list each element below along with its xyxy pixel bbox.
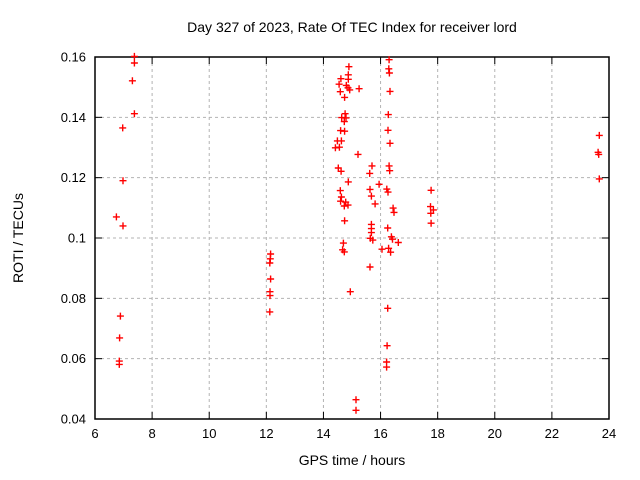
x-tick-label: 16 (373, 426, 387, 441)
y-tick-label: 0.14 (61, 110, 86, 125)
y-tick-label: 0.12 (61, 170, 86, 185)
x-tick-label: 6 (91, 426, 98, 441)
x-tick-label: 20 (488, 426, 502, 441)
y-tick-label: 0.08 (61, 291, 86, 306)
y-tick-label: 0.06 (61, 351, 86, 366)
x-tick-label: 8 (148, 426, 155, 441)
x-tick-label: 22 (545, 426, 559, 441)
chart-title: Day 327 of 2023, Rate Of TEC Index for r… (187, 19, 517, 35)
y-tick-label: 0.1 (68, 231, 86, 246)
scatter-points (112, 52, 603, 414)
x-tick-label: 12 (259, 426, 273, 441)
x-tick-label: 24 (602, 426, 616, 441)
x-tick-label: 10 (202, 426, 216, 441)
x-tick-label: 18 (430, 426, 444, 441)
x-axis-title: GPS time / hours (298, 452, 406, 468)
y-tick-label: 0.16 (61, 50, 86, 65)
y-tick-label: 0.04 (61, 412, 86, 427)
plot-border (94, 56, 610, 420)
x-tick-label: 14 (316, 426, 330, 441)
